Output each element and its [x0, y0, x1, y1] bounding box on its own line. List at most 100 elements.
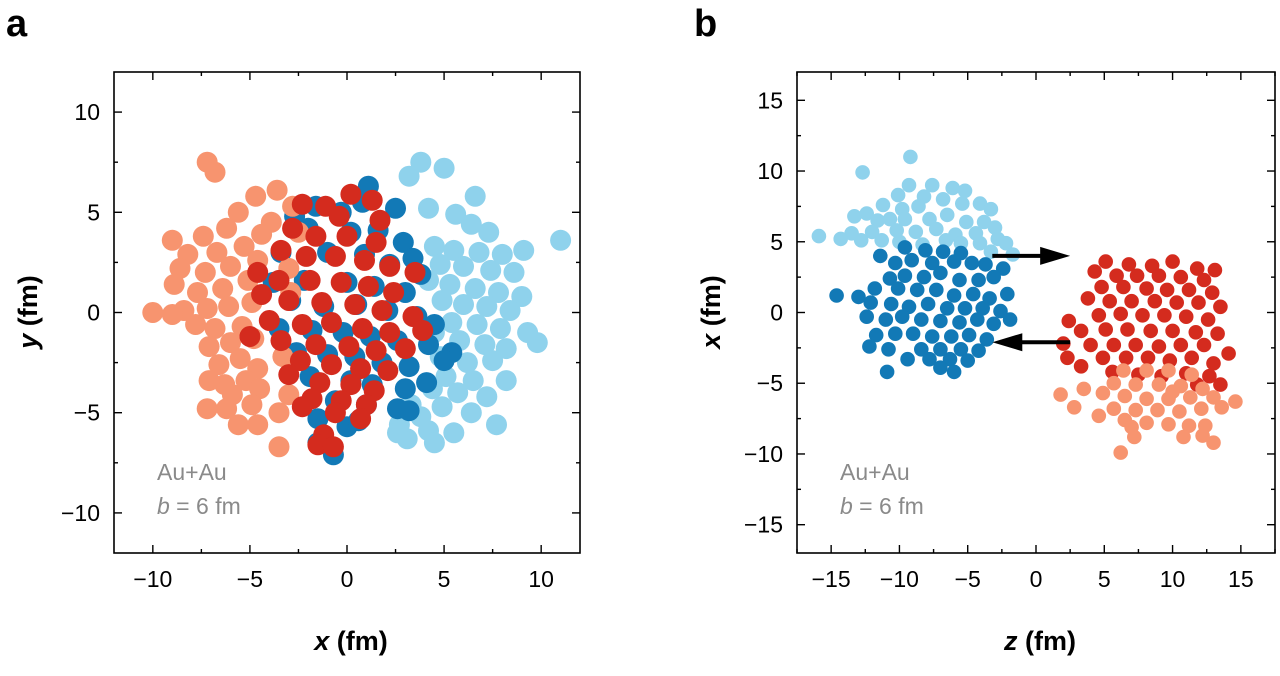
point-dark-red	[1213, 299, 1228, 315]
point-dark-blue	[971, 343, 986, 359]
point-light-red	[278, 384, 300, 406]
point-dark-blue	[863, 295, 878, 310]
point-dark-blue	[394, 378, 416, 400]
point-light-blue	[453, 255, 474, 277]
point-light-blue	[874, 233, 889, 248]
point-light-blue	[939, 207, 955, 223]
point-dark-blue	[900, 351, 915, 367]
point-light-blue	[855, 165, 870, 180]
point-light-blue	[938, 233, 954, 248]
point-dark-red	[357, 275, 379, 297]
point-light-red	[194, 261, 216, 283]
point-light-blue	[511, 286, 533, 307]
point-dark-red	[1200, 312, 1216, 327]
point-dark-blue	[933, 313, 948, 329]
point-dark-blue	[904, 252, 919, 268]
point-dark-red	[338, 336, 360, 358]
point-light-red	[192, 225, 214, 247]
point-dark-red	[365, 340, 387, 362]
point-dark-red	[330, 271, 352, 293]
point-dark-blue	[905, 326, 921, 342]
point-light-red	[216, 398, 238, 420]
point-dark-blue	[946, 254, 962, 269]
point-light-red	[249, 378, 271, 400]
point-light-red	[1165, 384, 1180, 400]
point-dark-blue	[952, 272, 967, 288]
point-light-red	[196, 298, 218, 319]
point-dark-red	[1213, 377, 1228, 392]
panel-b-letter: b	[694, 3, 717, 45]
point-dark-red	[1095, 350, 1111, 366]
point-dark-red	[1140, 350, 1156, 366]
point-dark-red	[295, 245, 317, 267]
point-dark-blue	[829, 288, 844, 303]
point-dark-blue	[851, 289, 866, 305]
point-dark-red	[1129, 268, 1145, 284]
point-dark-blue	[978, 257, 993, 272]
panel-a: a −10 −5 0 5 10 −10 −5 0 5 10 Au+Au b = 6 fm x (f…	[6, 3, 581, 656]
point-light-blue	[875, 197, 891, 213]
point-light-blue	[499, 300, 521, 321]
point-light-blue	[870, 213, 885, 228]
point-dark-red	[258, 310, 280, 331]
x-tick-label: −10	[133, 566, 172, 592]
point-light-blue	[445, 203, 467, 225]
point-dark-red	[268, 269, 290, 291]
point-light-blue	[464, 185, 486, 207]
panel-a-y-axis-title: y (fm)	[13, 275, 43, 351]
point-dark-blue	[878, 312, 894, 327]
point-dark-blue	[933, 360, 948, 376]
point-dark-red	[1196, 337, 1212, 353]
point-light-red	[1172, 404, 1187, 419]
point-dark-blue	[914, 342, 929, 357]
point-dark-red	[291, 193, 313, 215]
point-dark-red	[352, 318, 373, 339]
point-light-blue	[435, 366, 457, 388]
point-light-red	[1206, 435, 1221, 451]
y-tick-label: −15	[744, 512, 783, 538]
point-dark-red	[1173, 337, 1189, 353]
point-dark-blue	[416, 372, 438, 394]
point-dark-blue	[946, 288, 962, 303]
panel-a-x-axis-title: x (fm)	[312, 626, 388, 656]
point-dark-red	[412, 320, 434, 341]
point-dark-blue	[922, 351, 937, 367]
point-dark-red	[1210, 326, 1225, 342]
point-light-red	[1139, 363, 1154, 378]
point-dark-red	[1207, 262, 1223, 278]
point-dark-blue	[897, 268, 913, 284]
point-dark-red	[379, 255, 401, 277]
point-dark-blue	[986, 316, 1001, 332]
point-light-red	[1128, 402, 1143, 418]
point-dark-red	[1118, 350, 1134, 366]
point-dark-blue	[986, 269, 1001, 285]
point-light-red	[161, 304, 183, 325]
point-dark-red	[1102, 293, 1117, 309]
panel-b-annotation-impact: b = 6 fm	[840, 493, 924, 519]
point-dark-blue	[975, 301, 990, 316]
point-dark-red	[377, 360, 399, 382]
point-dark-red	[1105, 364, 1120, 380]
panel-b-annotation-system: Au+Au	[840, 459, 910, 485]
point-dark-blue	[862, 339, 877, 354]
point-light-red	[185, 314, 207, 335]
point-dark-blue	[882, 271, 898, 286]
point-light-red	[204, 161, 226, 183]
panel-b-annotation-b-value: = 6 fm	[853, 493, 924, 519]
point-dark-red	[1128, 337, 1143, 353]
point-dark-red	[321, 354, 342, 376]
point-dark-red	[282, 217, 304, 239]
panel-b-y-axis-title: x (fm)	[696, 275, 726, 351]
panel-b-ticks: −15 −10 −5 0 5 10 15 −15 −10 −5 0 5 10 15	[744, 72, 1276, 592]
point-dark-blue	[924, 329, 940, 344]
point-light-red	[212, 278, 234, 299]
point-light-red	[142, 302, 164, 323]
point-dark-red	[1120, 322, 1135, 337]
point-dark-red	[1165, 323, 1180, 339]
point-dark-blue	[914, 312, 929, 327]
point-dark-blue	[957, 301, 973, 316]
point-light-blue	[972, 235, 988, 251]
point-dark-red	[1113, 306, 1128, 322]
point-light-blue	[453, 294, 474, 315]
